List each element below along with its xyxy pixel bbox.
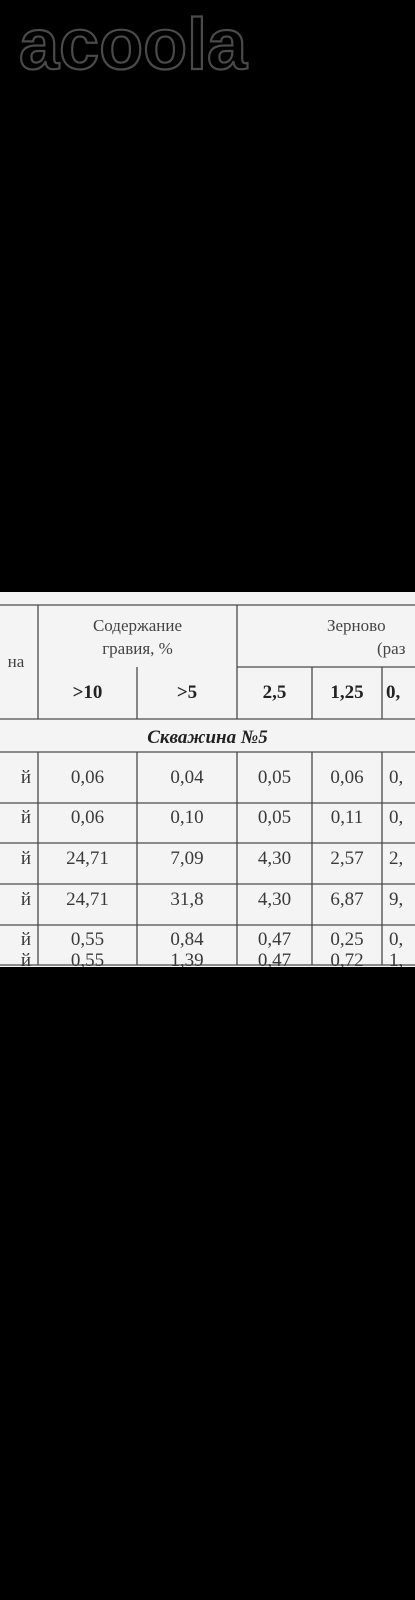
row-3-cell-4: 2,57 — [330, 848, 364, 869]
row-4-cell-3: 4,30 — [257, 889, 292, 910]
row-4-cell-4: 6,87 — [330, 889, 364, 910]
svg-text:acoola: acoola — [19, 5, 248, 85]
row-3-cell-5: 2, — [389, 848, 404, 869]
table-grid-lines — [0, 604, 415, 966]
subheader-1-25: 1,25 — [330, 682, 364, 703]
row-6-cell-3: 0,47 — [257, 950, 292, 967]
row-1-cell-5: 0, — [389, 767, 404, 788]
row-6-cell-1: 0,55 — [70, 950, 105, 967]
row-3-cell-2: 7,09 — [170, 848, 204, 869]
row-6-label: й — [20, 950, 31, 967]
row-5-cell-4: 0,25 — [330, 929, 364, 950]
row-1-cell-4: 0,06 — [330, 767, 364, 788]
header-gravel-content-line-1: Содержание — [92, 616, 183, 635]
row-4-label: й — [20, 889, 31, 910]
row-2-cell-3: 0,05 — [257, 807, 292, 828]
row-3-cell-3: 4,30 — [257, 848, 292, 869]
row-4-cell-2: 31,8 — [170, 889, 204, 910]
row-6-cell-5: 1, — [389, 950, 404, 967]
row-6-cell-2: 1,39 — [170, 950, 204, 967]
row-1-cell-3: 0,05 — [257, 767, 292, 788]
row-2-cell-1: 0,06 — [70, 807, 105, 828]
row-2-label: й — [20, 807, 31, 828]
row-1-label: й — [20, 767, 31, 788]
row-1-cell-1: 0,06 — [70, 767, 105, 788]
row-2-cell-5: 0, — [389, 807, 404, 828]
header-grain-composition-line-2: (раз — [377, 639, 406, 658]
row-5-cell-3: 0,47 — [257, 929, 292, 950]
row-2-cell-2: 0,10 — [170, 807, 204, 828]
row-5-cell-1: 0,55 — [70, 929, 105, 950]
acoola-watermark-logo: acoola — [18, 4, 249, 86]
subheader-2-5: 2,5 — [262, 682, 287, 703]
row-3-label: й — [20, 848, 31, 869]
row-2-cell-4: 0,11 — [330, 807, 364, 828]
subheader-gt-10: >10 — [72, 682, 103, 703]
row-3-cell-1: 24,71 — [66, 848, 109, 869]
subheader-gt-5: >5 — [176, 682, 198, 703]
section-title-borehole-5: Скважина №5 — [147, 727, 268, 748]
header-grain-composition-line-1: Зерново — [327, 616, 386, 635]
row-5-cell-2: 0,84 — [170, 929, 204, 950]
row-4-cell-1: 24,71 — [66, 889, 109, 910]
soil-data-table: на Содержание гравия, % Зерново (раз >10… — [0, 592, 415, 967]
row-6-cell-4: 0,72 — [330, 950, 364, 967]
row-5-label: й — [20, 929, 31, 950]
row-4-cell-5: 9, — [389, 889, 404, 910]
header-label-col-fragment: на — [7, 652, 25, 671]
row-5-cell-5: 0, — [389, 929, 404, 950]
subheader-0-fragment: 0, — [386, 682, 401, 703]
header-gravel-content-line-2: гравия, % — [102, 639, 173, 658]
row-1-cell-2: 0,04 — [170, 767, 204, 788]
